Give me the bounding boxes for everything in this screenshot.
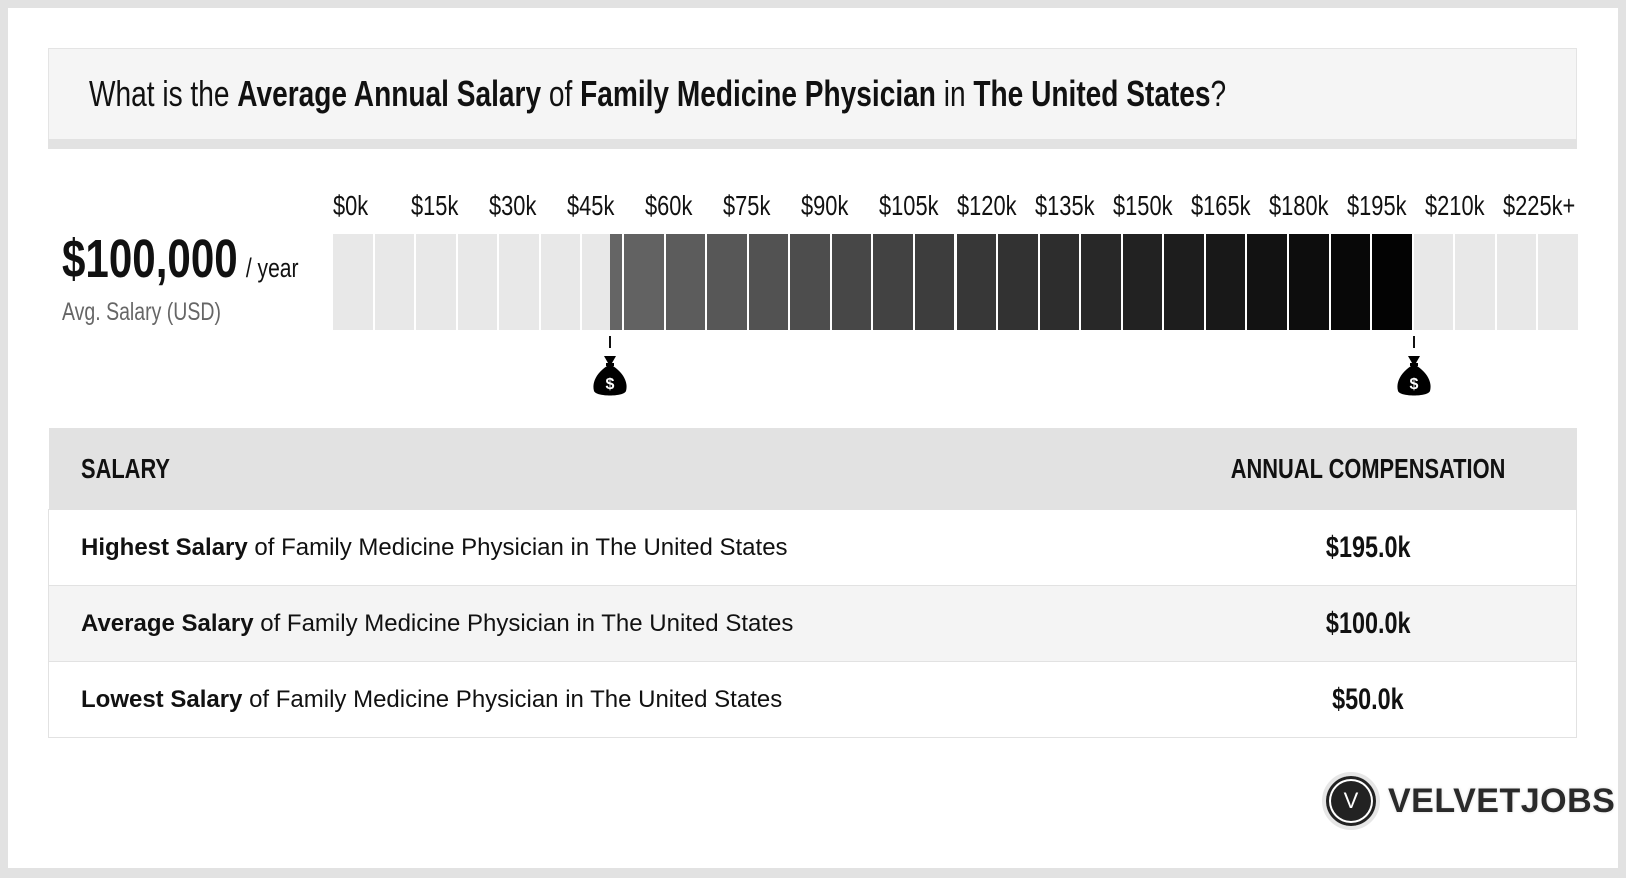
logo-v-icon: V bbox=[1322, 772, 1380, 830]
bar-segment bbox=[457, 234, 498, 330]
tick-labels: $0k $15k $30k $45k $60k $75k $90k $105k $120k $13… bbox=[333, 190, 1583, 221]
tick-label: $15k bbox=[411, 190, 459, 221]
salary-range-bar bbox=[333, 234, 1580, 330]
table-row: Average Salary of Family Medicine Physic… bbox=[48, 585, 1578, 662]
bar-range-fill bbox=[1247, 234, 1288, 330]
bar-segment bbox=[416, 234, 456, 330]
bar-segment bbox=[1455, 234, 1495, 330]
tick-label: $150k bbox=[1113, 190, 1173, 221]
bar-range-fill bbox=[998, 234, 1038, 330]
bar-range-fill bbox=[873, 234, 913, 330]
tick-label: $105k bbox=[879, 190, 939, 221]
tick-label: $165k bbox=[1191, 190, 1251, 221]
bar-range-fill bbox=[1081, 234, 1121, 330]
bar-range-fill bbox=[1372, 234, 1412, 330]
title-part: What is the bbox=[89, 73, 238, 114]
bar-range-fill bbox=[707, 234, 747, 330]
title-part: Family Medicine Physician bbox=[580, 73, 936, 114]
column-header-salary: SALARY bbox=[48, 428, 1161, 510]
average-salary: $100,000 / year bbox=[62, 228, 365, 290]
tick-label: $120k bbox=[957, 190, 1017, 221]
bar-range-fill bbox=[1205, 234, 1246, 330]
title-underline bbox=[48, 139, 1577, 149]
bar-segment bbox=[333, 234, 373, 330]
bar-range-fill bbox=[665, 234, 706, 330]
bar-segment bbox=[499, 234, 539, 330]
svg-text:$: $ bbox=[606, 376, 615, 393]
tick-label: $45k bbox=[567, 190, 615, 221]
bar-segment bbox=[1496, 234, 1537, 330]
tick-label: $75k bbox=[723, 190, 771, 221]
range-marker: $ bbox=[1394, 336, 1434, 403]
average-salary-label: Avg. Salary (USD) bbox=[62, 298, 221, 326]
tick-label: $30k bbox=[489, 190, 537, 221]
row-value: $50.0k bbox=[1160, 661, 1578, 738]
bar-range-fill bbox=[914, 234, 955, 330]
tick-label: $90k bbox=[801, 190, 849, 221]
tick-label: $60k bbox=[645, 190, 693, 221]
page-title: What is the Average Annual Salary of Fam… bbox=[89, 73, 1547, 115]
bar-segment bbox=[540, 234, 581, 330]
bar-range-fill bbox=[1164, 234, 1204, 330]
bar-range-fill bbox=[831, 234, 872, 330]
row-description: Highest Salary of Family Medicine Physic… bbox=[48, 509, 1161, 586]
title-part: of bbox=[541, 73, 581, 114]
row-description: Lowest Salary of Family Medicine Physici… bbox=[48, 661, 1161, 738]
title-part: in bbox=[935, 73, 974, 114]
average-salary-unit: / year bbox=[245, 253, 299, 283]
column-header-compensation: ANNUAL COMPENSATION bbox=[1160, 428, 1577, 510]
table-row: Highest Salary of Family Medicine Physic… bbox=[48, 509, 1578, 586]
bar-range-fill bbox=[623, 234, 664, 330]
bar-range-fill bbox=[956, 234, 997, 330]
bar-segment bbox=[1413, 234, 1454, 330]
svg-text:$: $ bbox=[1409, 376, 1418, 393]
bar-range-fill bbox=[1039, 234, 1080, 330]
title-part: The United States bbox=[973, 73, 1211, 114]
bar-range-fill bbox=[790, 234, 830, 330]
velvetjobs-logo: V VELVETJOBS bbox=[1322, 772, 1615, 830]
row-value: $195.0k bbox=[1160, 509, 1578, 586]
logo-text: VELVETJOBS bbox=[1388, 781, 1616, 820]
tick-label: $0k bbox=[333, 190, 369, 221]
bar-range-fill bbox=[1122, 234, 1163, 330]
range-marker: $ bbox=[590, 336, 630, 403]
table-row: Lowest Salary of Family Medicine Physici… bbox=[48, 661, 1578, 738]
tick-label: $135k bbox=[1035, 190, 1095, 221]
row-value: $100.0k bbox=[1160, 585, 1578, 662]
bar-range-fill bbox=[748, 234, 789, 330]
salary-table: SALARY ANNUAL COMPENSATION Highest Salar… bbox=[48, 428, 1578, 738]
tick-label: $195k bbox=[1347, 190, 1407, 221]
title-box: What is the Average Annual Salary of Fam… bbox=[48, 48, 1577, 139]
bar-range-fill bbox=[1330, 234, 1371, 330]
tick-label: $180k bbox=[1269, 190, 1329, 221]
table-header-row: SALARY ANNUAL COMPENSATION bbox=[48, 428, 1577, 510]
tick-label: $225k+ bbox=[1503, 190, 1576, 221]
title-part: ? bbox=[1210, 73, 1227, 114]
bar-segment bbox=[1538, 234, 1578, 330]
bar-range-fill bbox=[1289, 234, 1329, 330]
bar-segment bbox=[374, 234, 415, 330]
row-description: Average Salary of Family Medicine Physic… bbox=[48, 585, 1161, 662]
average-salary-value: $100,000 bbox=[62, 229, 238, 289]
money-bag-icon: $ bbox=[1397, 356, 1431, 396]
money-bag-icon: $ bbox=[593, 356, 627, 396]
title-part: Average Annual Salary bbox=[237, 73, 542, 114]
tick-label: $210k bbox=[1425, 190, 1485, 221]
bar-range-fill bbox=[610, 234, 622, 330]
